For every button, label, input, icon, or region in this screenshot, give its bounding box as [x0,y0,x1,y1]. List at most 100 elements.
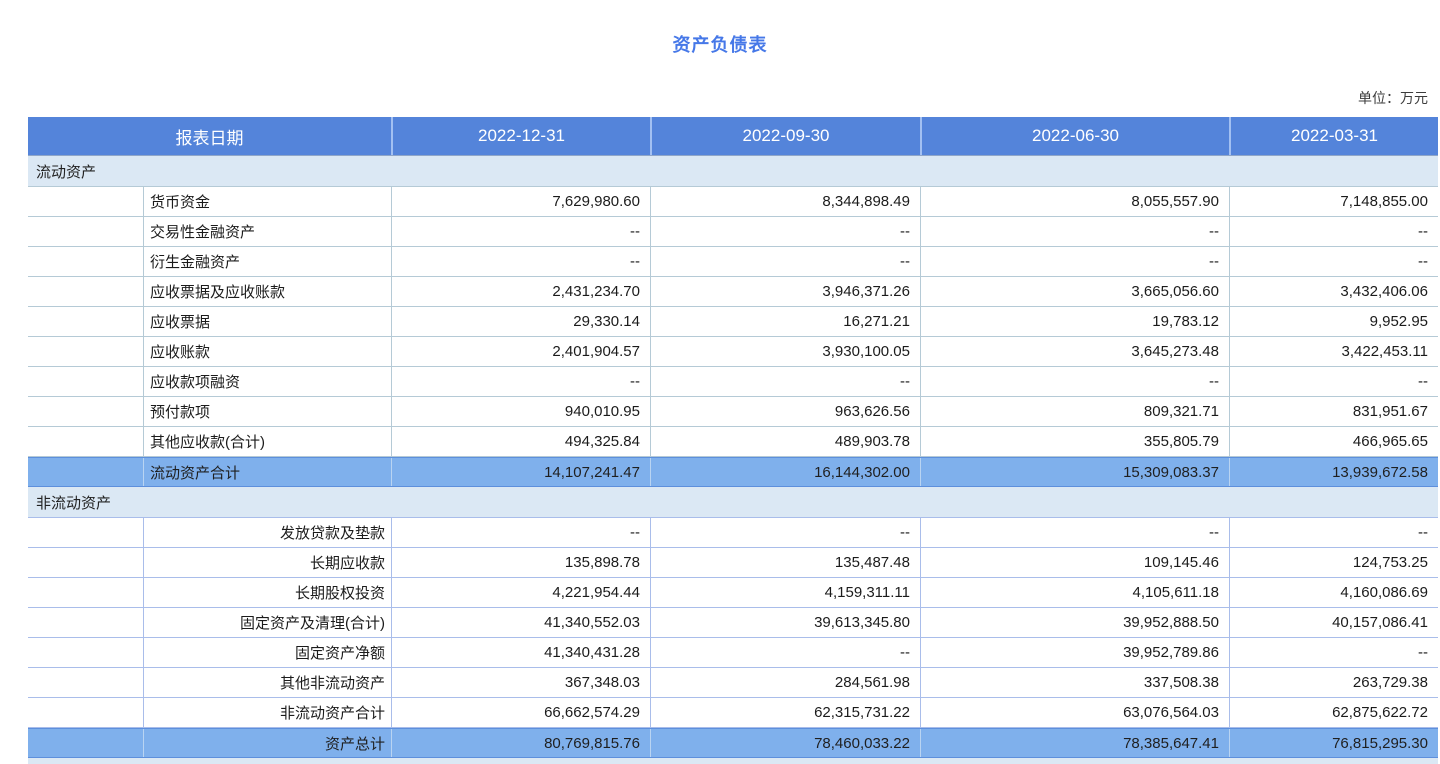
section-label: 非流动资产 [36,494,112,512]
row-value: 8,344,898.49 [650,187,920,216]
indent-cell [28,698,143,727]
row-value: 15,309,083.37 [920,458,1229,486]
indent-cell [28,638,143,667]
indent-cell [28,277,143,306]
row-value: 2,401,904.57 [391,337,650,366]
table-row: 长期股权投资 4,221,954.44 4,159,311.11 4,105,6… [28,578,1438,608]
row-value: 62,875,622.72 [1229,698,1438,727]
row-value: 13,939,672.58 [1229,458,1438,486]
row-value: 29,330.14 [391,307,650,336]
row-label: 固定资产及清理(合计) [143,608,391,637]
row-value: 831,951.67 [1229,397,1438,426]
row-label: 交易性金融资产 [143,217,391,246]
row-value: 124,753.25 [1229,548,1438,577]
row-label: 应收票据 [143,307,391,336]
row-label: 长期应收款 [143,548,391,577]
row-value: 80,769,815.76 [391,729,650,757]
row-label: 固定资产净额 [143,638,391,667]
row-label: 非流动资产合计 [143,698,391,727]
row-value: 284,561.98 [650,668,920,697]
indent-cell [28,608,143,637]
row-value: 66,662,574.29 [391,698,650,727]
indent-cell [28,668,143,697]
row-label: 预付款项 [143,397,391,426]
section-row-current-assets: 流动资产 [28,156,1438,187]
row-value: 2,431,234.70 [391,277,650,306]
indent-cell [28,247,143,276]
indent-cell [28,397,143,426]
table-row: 应收账款 2,401,904.57 3,930,100.05 3,645,273… [28,337,1438,367]
section-row-partial [28,758,1438,764]
header-cell-date-3: 2022-06-30 [920,117,1229,155]
table-row: 应收款项融资 -- -- -- -- [28,367,1438,397]
row-value: 4,105,611.18 [920,578,1229,607]
table-row: 长期应收款 135,898.78 135,487.48 109,145.46 1… [28,548,1438,578]
table-row: 发放贷款及垫款 -- -- -- -- [28,518,1438,548]
row-value: 4,221,954.44 [391,578,650,607]
row-label: 应收款项融资 [143,367,391,396]
unit-label: 单位：万元 [1358,90,1428,106]
indent-cell [28,729,143,757]
row-value: -- [1229,217,1438,246]
row-label: 货币资金 [143,187,391,216]
row-value: -- [920,217,1229,246]
indent-cell [28,427,143,456]
row-label: 资产总计 [143,729,391,757]
row-value: 41,340,552.03 [391,608,650,637]
row-value: 489,903.78 [650,427,920,456]
table-row: 固定资产及清理(合计) 41,340,552.03 39,613,345.80 … [28,608,1438,638]
row-label: 衍生金融资产 [143,247,391,276]
row-value: 135,487.48 [650,548,920,577]
row-value: -- [920,518,1229,547]
row-label: 长期股权投资 [143,578,391,607]
header-cell-date-1: 2022-12-31 [391,117,650,155]
row-value: -- [650,638,920,667]
row-value: 809,321.71 [920,397,1229,426]
row-value: -- [650,217,920,246]
row-value: -- [920,247,1229,276]
indent-cell [28,367,143,396]
row-value: -- [920,367,1229,396]
row-value: -- [391,247,650,276]
indent-cell [28,548,143,577]
row-value: 3,645,273.48 [920,337,1229,366]
subtotal-row-current-assets: 流动资产合计 14,107,241.47 16,144,302.00 15,30… [28,457,1438,487]
row-label: 其他应收款(合计) [143,427,391,456]
row-value: 466,965.65 [1229,427,1438,456]
row-value: 62,315,731.22 [650,698,920,727]
row-value: 78,460,033.22 [650,729,920,757]
header-cell-report-date: 报表日期 [175,128,244,148]
table-row: 非流动资产合计 66,662,574.29 62,315,731.22 63,0… [28,698,1438,728]
table-row: 交易性金融资产 -- -- -- -- [28,217,1438,247]
row-value: 109,145.46 [920,548,1229,577]
indent-cell [28,458,143,486]
total-row-assets: 资产总计 80,769,815.76 78,460,033.22 78,385,… [28,728,1438,758]
row-value: 3,946,371.26 [650,277,920,306]
page-title: 资产负债表 [672,35,768,55]
section-row-noncurrent-assets: 非流动资产 [28,487,1438,518]
row-value: 63,076,564.03 [920,698,1229,727]
row-value: 263,729.38 [1229,668,1438,697]
header-cell-date-2: 2022-09-30 [650,117,920,155]
row-value: 16,271.21 [650,307,920,336]
row-value: 940,010.95 [391,397,650,426]
row-value: 9,952.95 [1229,307,1438,336]
row-value: 78,385,647.41 [920,729,1229,757]
balance-sheet-table: 报表日期 2022-12-31 2022-09-30 2022-06-30 20… [28,117,1438,764]
row-value: 494,325.84 [391,427,650,456]
indent-cell [28,518,143,547]
row-value: 337,508.38 [920,668,1229,697]
row-value: 41,340,431.28 [391,638,650,667]
row-label: 其他非流动资产 [143,668,391,697]
row-value: -- [650,247,920,276]
row-value: 8,055,557.90 [920,187,1229,216]
row-value: -- [650,518,920,547]
indent-cell [28,578,143,607]
row-value: 19,783.12 [920,307,1229,336]
row-value: 14,107,241.47 [391,458,650,486]
row-value: -- [391,518,650,547]
row-label: 应收票据及应收账款 [143,277,391,306]
row-value: -- [650,367,920,396]
table-header-row: 报表日期 2022-12-31 2022-09-30 2022-06-30 20… [28,117,1438,156]
